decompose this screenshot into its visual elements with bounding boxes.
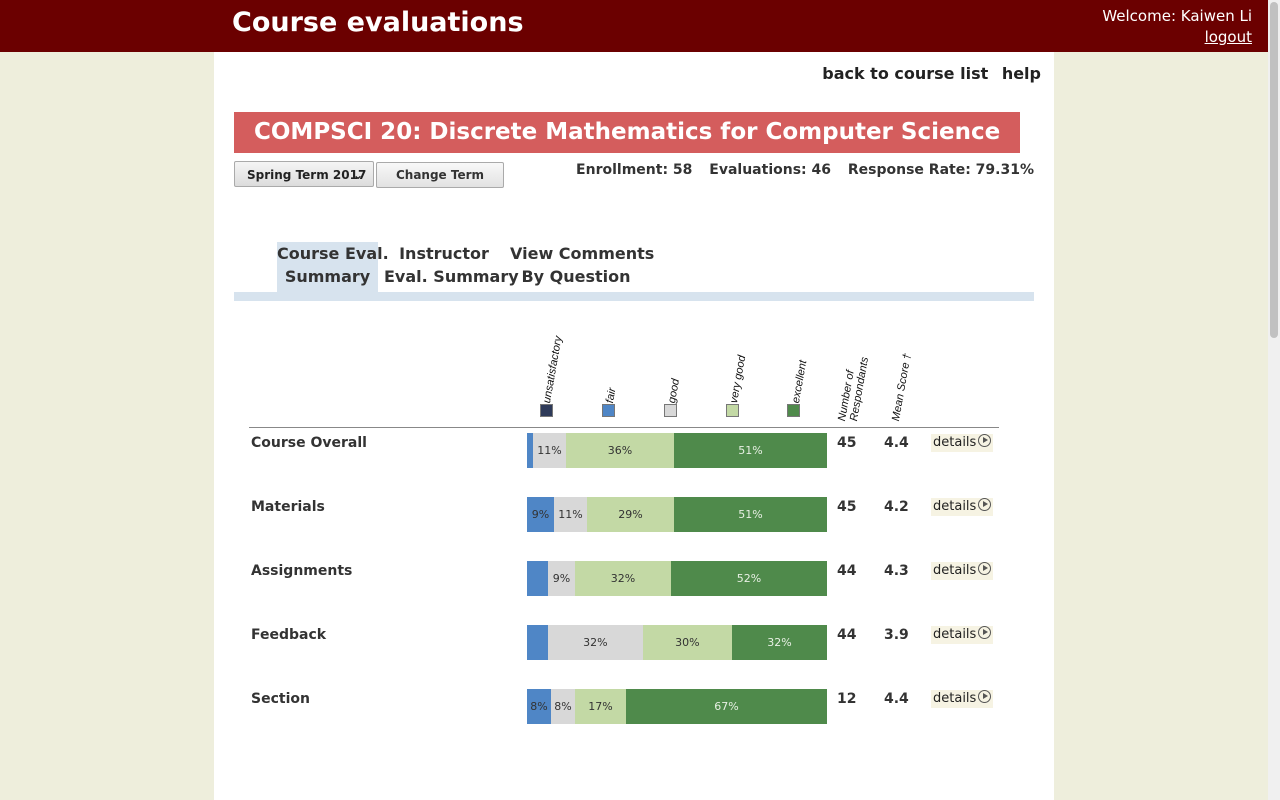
col-header-very-good: very good bbox=[728, 354, 749, 405]
col-header-unsatisfactory: unsatisfactory bbox=[541, 335, 565, 405]
respondents-count: 44 bbox=[837, 563, 857, 579]
bar-segment-good: 32% bbox=[547, 625, 643, 660]
play-circle-icon bbox=[978, 498, 992, 511]
distribution-bar: 32% 30% 32% bbox=[527, 625, 827, 660]
bar-segment-good: 11% bbox=[554, 497, 587, 532]
change-term-button[interactable]: Change Term bbox=[376, 162, 504, 188]
bar-segment-fair bbox=[527, 433, 533, 468]
respondents-count: 44 bbox=[837, 627, 857, 643]
tab-course-eval-summary[interactable]: Course Eval. Summary bbox=[277, 242, 389, 292]
play-circle-icon bbox=[978, 626, 992, 639]
play-circle-icon bbox=[978, 690, 992, 703]
bar-segment-good: 8% bbox=[551, 689, 575, 724]
col-header-fair: fair bbox=[604, 386, 619, 405]
tab-label-line1: Instructor bbox=[399, 244, 489, 263]
tab-bar-underline bbox=[234, 292, 1034, 301]
course-title: COMPSCI 20: Discrete Mathematics for Com… bbox=[234, 112, 1021, 153]
back-to-course-list-link[interactable]: back to course list bbox=[822, 64, 989, 83]
bar-segment-fair: 8% bbox=[527, 689, 551, 724]
play-circle-icon bbox=[978, 562, 992, 575]
bar-segment-very-good: 36% bbox=[566, 433, 674, 468]
app-header: Course evaluations Welcome: Kaiwen Li lo… bbox=[0, 0, 1268, 52]
col-header-good: good bbox=[666, 377, 683, 405]
bar-segment-good: 11% bbox=[533, 433, 566, 468]
bar-segment-very-good: 30% bbox=[642, 625, 732, 660]
details-label: details bbox=[933, 499, 977, 514]
bar-segment-very-good: 32% bbox=[575, 561, 671, 596]
col-header-excellent: excellent bbox=[790, 359, 810, 405]
details-label: details bbox=[933, 563, 977, 578]
bar-segment-excellent: 51% bbox=[674, 433, 827, 468]
chevron-down-icon: ⌄ bbox=[352, 168, 363, 182]
mean-score: 4.3 bbox=[884, 563, 909, 579]
bar-segment-very-good: 17% bbox=[575, 689, 626, 724]
details-button[interactable]: details bbox=[931, 626, 994, 644]
details-label: details bbox=[933, 691, 977, 706]
row-label: Feedback bbox=[251, 627, 327, 643]
enrollment-count: Enrollment: 58 bbox=[576, 162, 693, 178]
distribution-bar: 9% 11% 29% 51% bbox=[527, 497, 827, 532]
table-header-rule bbox=[249, 427, 999, 428]
mean-score: 4.4 bbox=[884, 435, 909, 451]
bar-segment-excellent: 51% bbox=[674, 497, 827, 532]
tab-view-comments[interactable]: View Comments By Question bbox=[510, 242, 655, 292]
response-rate: Response Rate: 79.31% bbox=[847, 162, 1034, 178]
details-label: details bbox=[933, 627, 977, 642]
bar-segment-excellent: 52% bbox=[671, 561, 827, 596]
term-select-value: Spring Term 2017 bbox=[247, 168, 367, 182]
tab-label-line2: Eval. Summary bbox=[384, 267, 519, 286]
details-button[interactable]: details bbox=[931, 498, 994, 516]
legend-swatch-fair bbox=[602, 404, 615, 417]
respondents-count: 45 bbox=[837, 435, 857, 451]
row-label: Materials bbox=[251, 499, 325, 515]
help-link[interactable]: help bbox=[1001, 64, 1041, 83]
details-button[interactable]: details bbox=[931, 434, 994, 452]
distribution-bar: 11% 36% 51% bbox=[527, 433, 827, 468]
details-button[interactable]: details bbox=[931, 562, 994, 580]
details-label: details bbox=[933, 435, 977, 450]
respondents-count: 45 bbox=[837, 499, 857, 515]
legend-swatch-unsatisfactory bbox=[540, 404, 553, 417]
bar-segment-fair bbox=[527, 625, 548, 660]
welcome-text: Welcome: Kaiwen Li bbox=[1102, 7, 1252, 25]
enrollment-stats: Enrollment: 58 Evaluations: 46 Response … bbox=[564, 162, 1034, 178]
tab-label-line2: Summary bbox=[284, 267, 371, 286]
row-label: Assignments bbox=[251, 563, 353, 579]
play-circle-icon bbox=[978, 434, 992, 447]
respondents-count: 12 bbox=[837, 691, 857, 707]
row-label: Section bbox=[251, 691, 310, 707]
bar-segment-fair: 9% bbox=[527, 497, 554, 532]
bar-segment-excellent: 32% bbox=[731, 625, 827, 660]
legend-swatch-very-good bbox=[726, 404, 739, 417]
bar-segment-excellent: 67% bbox=[626, 689, 827, 724]
mean-score: 4.4 bbox=[884, 691, 909, 707]
scrollbar[interactable] bbox=[1268, 0, 1280, 800]
top-links: back to course list help bbox=[814, 64, 1041, 83]
bar-segment-fair bbox=[527, 561, 548, 596]
tab-label-line1: View Comments bbox=[510, 244, 655, 263]
bar-segment-good: 9% bbox=[548, 561, 575, 596]
details-button[interactable]: details bbox=[931, 690, 994, 708]
logout-link[interactable]: logout bbox=[1204, 28, 1252, 46]
distribution-bar: 8% 8% 17% 67% bbox=[527, 689, 827, 724]
app-title: Course evaluations bbox=[232, 7, 524, 38]
tab-instructor-eval-summary[interactable]: Instructor Eval. Summary bbox=[384, 242, 519, 292]
term-select[interactable]: Spring Term 2017 ⌄ bbox=[234, 161, 374, 187]
bar-segment-very-good: 29% bbox=[587, 497, 674, 532]
col-header-mean-score: Mean Score † bbox=[890, 352, 914, 423]
distribution-bar: 9% 32% 52% bbox=[527, 561, 827, 596]
row-label: Course Overall bbox=[251, 435, 367, 451]
tab-label-line2: By Question bbox=[521, 267, 631, 286]
main-content: back to course list help COMPSCI 20: Dis… bbox=[214, 52, 1054, 800]
mean-score: 4.2 bbox=[884, 499, 909, 515]
legend-swatch-good bbox=[664, 404, 677, 417]
mean-score: 3.9 bbox=[884, 627, 909, 643]
tab-label-line1: Course Eval. bbox=[277, 244, 389, 263]
evaluations-count: Evaluations: 46 bbox=[709, 162, 831, 178]
scrollbar-thumb[interactable] bbox=[1270, 2, 1278, 338]
legend-swatch-excellent bbox=[787, 404, 800, 417]
